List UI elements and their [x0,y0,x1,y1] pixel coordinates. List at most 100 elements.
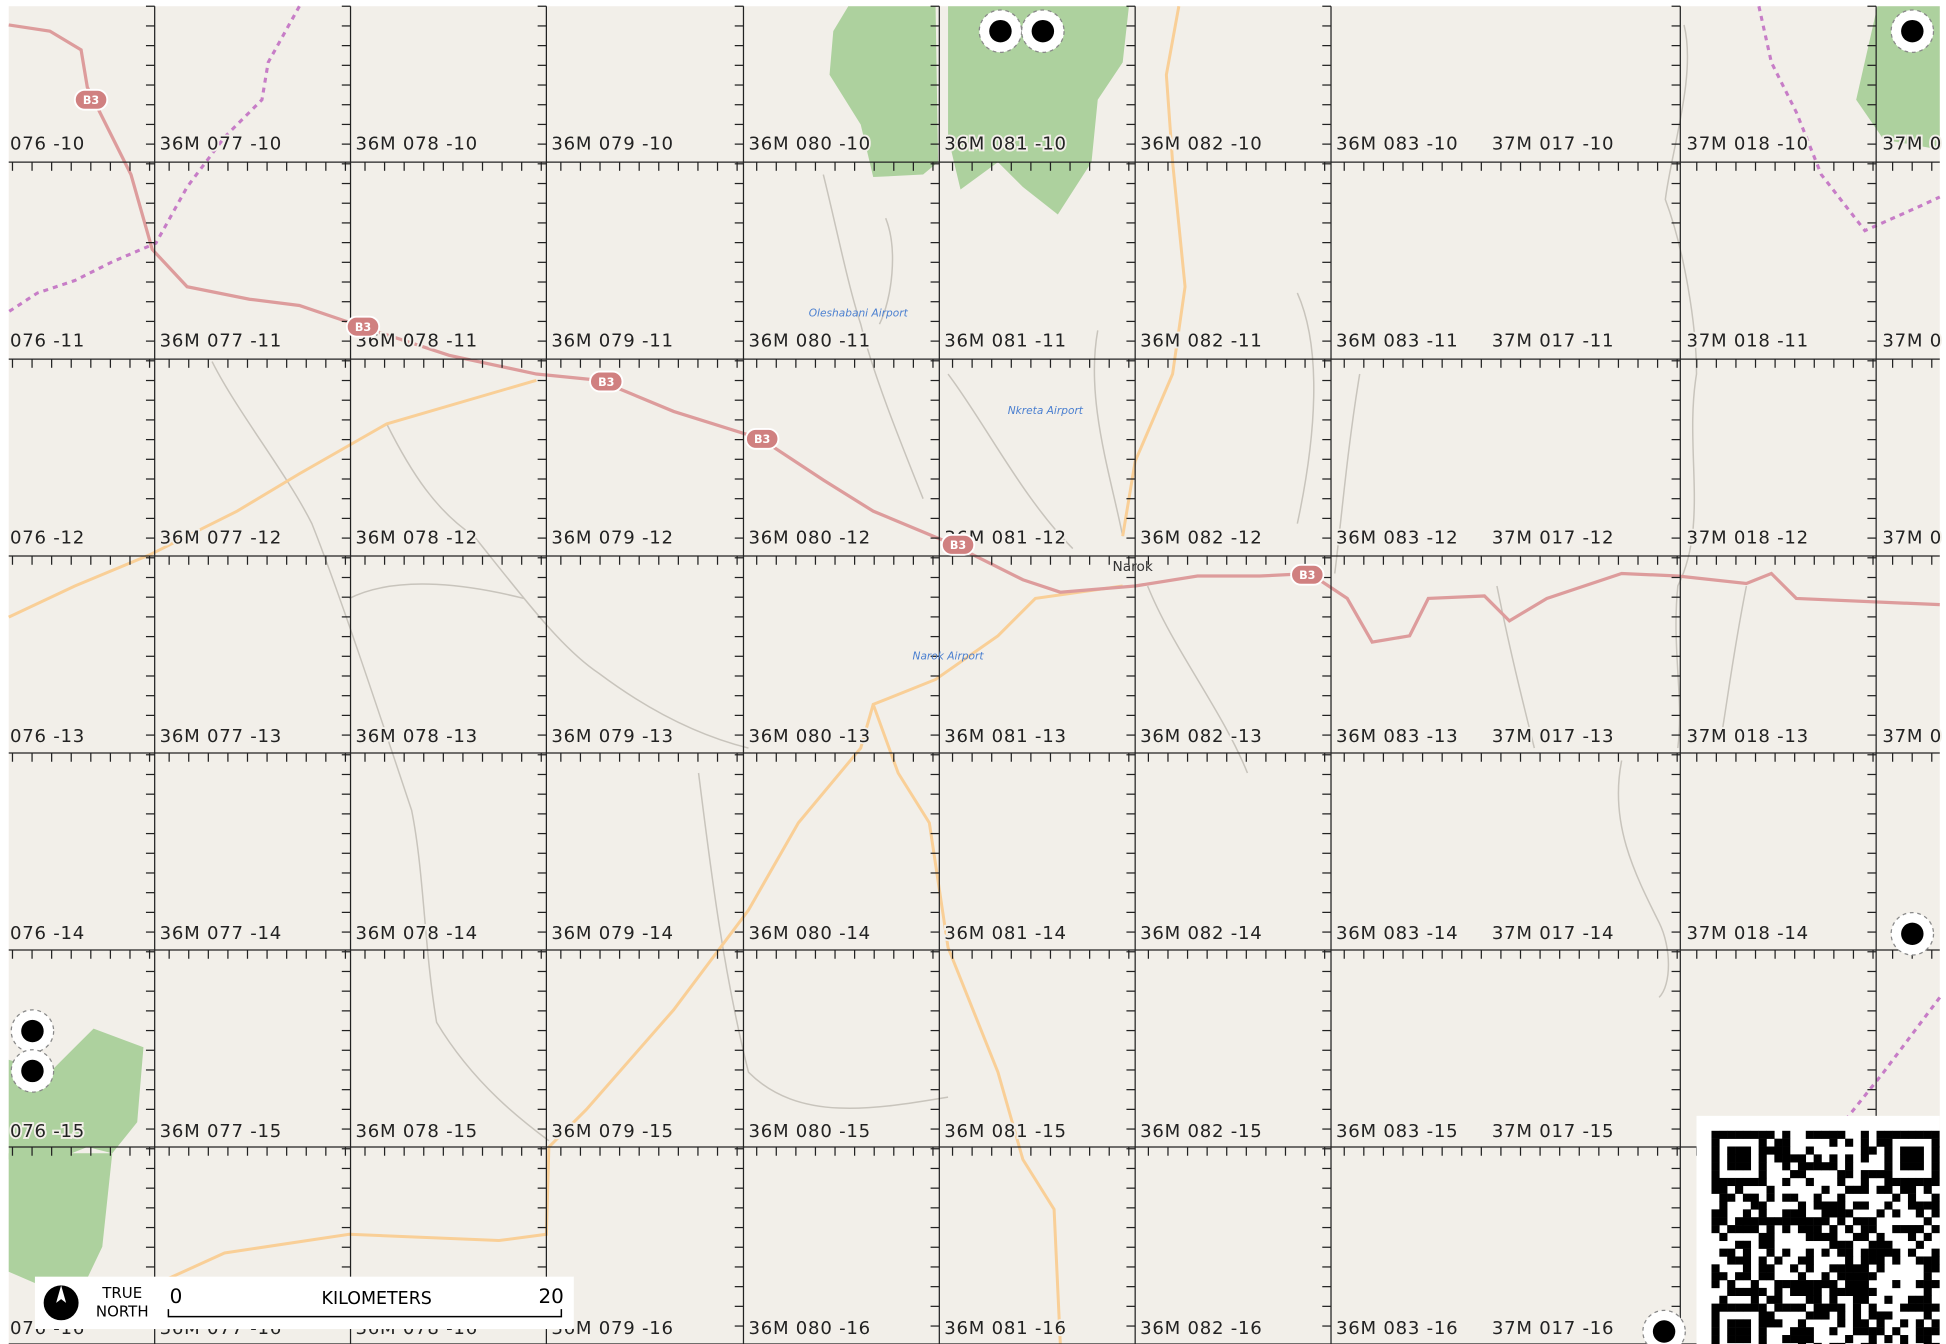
qr-module [1711,1139,1719,1147]
qr-module [1814,1131,1822,1139]
qr-module [1759,1264,1767,1272]
qr-module [1759,1241,1767,1249]
grid-label: 37M 017 -10 [1492,134,1614,155]
marker-dot [1032,20,1054,42]
grid-label: 36M 079 -12 [551,528,673,549]
qr-module [1853,1296,1861,1304]
qr-module [1845,1139,1853,1147]
grid-label: 36M 080 -16 [748,1318,870,1339]
grid-label: 36M 077 -15 [160,1121,282,1142]
airport-label: Nkreta Airport [1008,405,1084,417]
qr-module [1711,1154,1719,1162]
qr-module [1751,1225,1759,1233]
qr-module [1798,1209,1806,1217]
qr-module [1845,1209,1853,1217]
qr-module [1861,1296,1869,1304]
shield-label: B3 [754,433,770,446]
qr-module [1861,1225,1869,1233]
qr-module [1782,1217,1790,1225]
qr-module [1837,1249,1845,1257]
qr-module [1884,1201,1892,1209]
qr-module [1719,1131,1727,1139]
qr-module [1766,1131,1774,1139]
qr-module [1719,1304,1727,1312]
qr-module [1719,1249,1727,1257]
grid-label: 37M 018 -10 [1687,134,1809,155]
qr-module [1892,1327,1900,1335]
qr-module [1711,1335,1719,1343]
qr-module [1900,1147,1908,1155]
qr-module [1829,1304,1837,1312]
qr-module [1884,1241,1892,1249]
qr-module [1924,1217,1932,1225]
qr-module [1766,1225,1774,1233]
qr-module [1861,1256,1869,1264]
qr-module [1743,1162,1751,1170]
qr-module [1806,1131,1814,1139]
qr-module [1814,1201,1822,1209]
qr-module [1916,1201,1924,1209]
qr-module [1766,1272,1774,1280]
qr-module [1822,1311,1830,1319]
qr-module [1743,1335,1751,1343]
grid-label: 36M 078 -13 [356,726,478,747]
qr-module [1766,1249,1774,1257]
qr-module [1861,1327,1869,1335]
qr-module [1743,1209,1751,1217]
qr-module [1774,1154,1782,1162]
qr-module [1743,1154,1751,1162]
qr-module [1735,1225,1743,1233]
qr-module [1916,1225,1924,1233]
qr-module [1743,1225,1751,1233]
grid-label: 36M 078 -14 [356,923,478,944]
qr-module [1869,1327,1877,1335]
qr-module [1884,1131,1892,1139]
qr-module [1743,1147,1751,1155]
qr-module [1814,1280,1822,1288]
qr-module [1916,1162,1924,1170]
qr-module [1727,1288,1735,1296]
qr-module [1892,1131,1900,1139]
qr-module [1719,1233,1727,1241]
grid-label: 36M 081 -10 [944,134,1066,155]
grid-label: 076 -11 [10,331,85,352]
qr-module [1759,1288,1767,1296]
qr-module [1790,1280,1798,1288]
qr-module [1751,1178,1759,1186]
qr-module [1900,1178,1908,1186]
qr-module [1845,1288,1853,1296]
qr-module [1735,1272,1743,1280]
qr-module [1916,1178,1924,1186]
qr-module [1845,1162,1853,1170]
qr-module [1782,1154,1790,1162]
qr-module [1735,1327,1743,1335]
grid-label: 36M 081 -13 [944,726,1066,747]
qr-module [1727,1319,1735,1327]
qr-module [1861,1147,1869,1155]
qr-module [1806,1217,1814,1225]
grid-label: 36M 080 -14 [748,923,870,944]
grid-label: 36M 079 -11 [551,331,673,352]
qr-module [1735,1256,1743,1264]
qr-module [1845,1170,1853,1178]
qr-module [1853,1186,1861,1194]
shield-label: B3 [355,321,371,334]
qr-module [1751,1288,1759,1296]
qr-module [1861,1249,1869,1257]
grid-label: 37M 018 -14 [1687,923,1809,944]
grid-label: 36M 083 -14 [1336,923,1458,944]
qr-module [1766,1217,1774,1225]
qr-module [1711,1131,1719,1139]
grid-label: 36M 077 -13 [160,726,282,747]
road-shield: B3 [942,535,974,555]
qr-module [1822,1217,1830,1225]
qr-module [1884,1170,1892,1178]
qr-module [1743,1327,1751,1335]
grid-label: 37M 0 [1882,726,1942,747]
qr-module [1932,1304,1940,1312]
grid-label: 076 -10 [10,134,85,155]
qr-module [1892,1256,1900,1264]
qr-module [1829,1139,1837,1147]
qr-module [1806,1162,1814,1170]
qr-module [1790,1170,1798,1178]
